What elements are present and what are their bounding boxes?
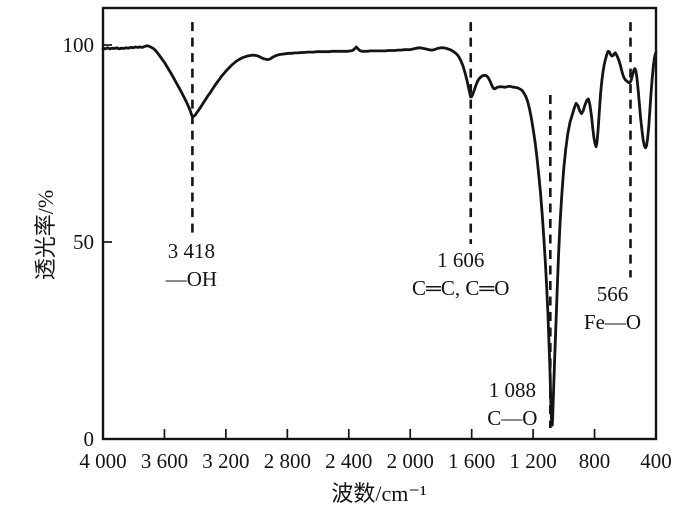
y-tick-label: 100 <box>62 33 95 57</box>
peak-assignment-label: Fe—O <box>583 310 642 334</box>
y-tick-label: 0 <box>83 427 95 451</box>
x-tick-label: 1 200 <box>509 449 557 473</box>
peak-annotation: 1 088 C—O <box>487 376 537 432</box>
axis-ticks <box>102 44 657 440</box>
peak-assignment-label: —OH <box>165 267 218 291</box>
spectrum-curve <box>101 44 658 427</box>
x-tick-label: 2 800 <box>263 449 311 473</box>
y-axis-title: 透光率/% <box>33 189 58 281</box>
x-tick-label: 4 000 <box>79 449 127 473</box>
x-tick-label: 2 400 <box>325 449 373 473</box>
peak-assignment-label: C—O <box>487 406 538 430</box>
peak-wavenumber-label: 1 088 <box>488 378 536 402</box>
peak-annotation: 566 Fe—O <box>584 280 641 336</box>
x-tick-label: 800 <box>578 449 611 473</box>
peak-assignment-label: C═C, C═O <box>412 276 510 300</box>
x-tick-label: 1 600 <box>448 449 496 473</box>
peak-wavenumber-label: 3 418 <box>167 239 216 263</box>
y-tick-label: 50 <box>73 230 94 254</box>
peak-annotation: 1 606 C═C, C═O <box>412 246 509 302</box>
peak-annotation: 3 418 —OH <box>166 237 217 293</box>
x-axis-title: 波数/cm⁻¹ <box>331 481 427 506</box>
plot-frame <box>101 6 658 441</box>
peak-wavenumber-label: 566 <box>596 282 629 306</box>
peak-wavenumber-label: 1 606 <box>437 248 485 272</box>
x-tick-label: 3 200 <box>202 449 250 473</box>
peak-marker-lines <box>191 22 632 428</box>
x-tick-label: 400 <box>640 449 672 473</box>
x-tick-label: 2 000 <box>386 449 434 473</box>
x-tick-label: 3 600 <box>140 449 189 473</box>
